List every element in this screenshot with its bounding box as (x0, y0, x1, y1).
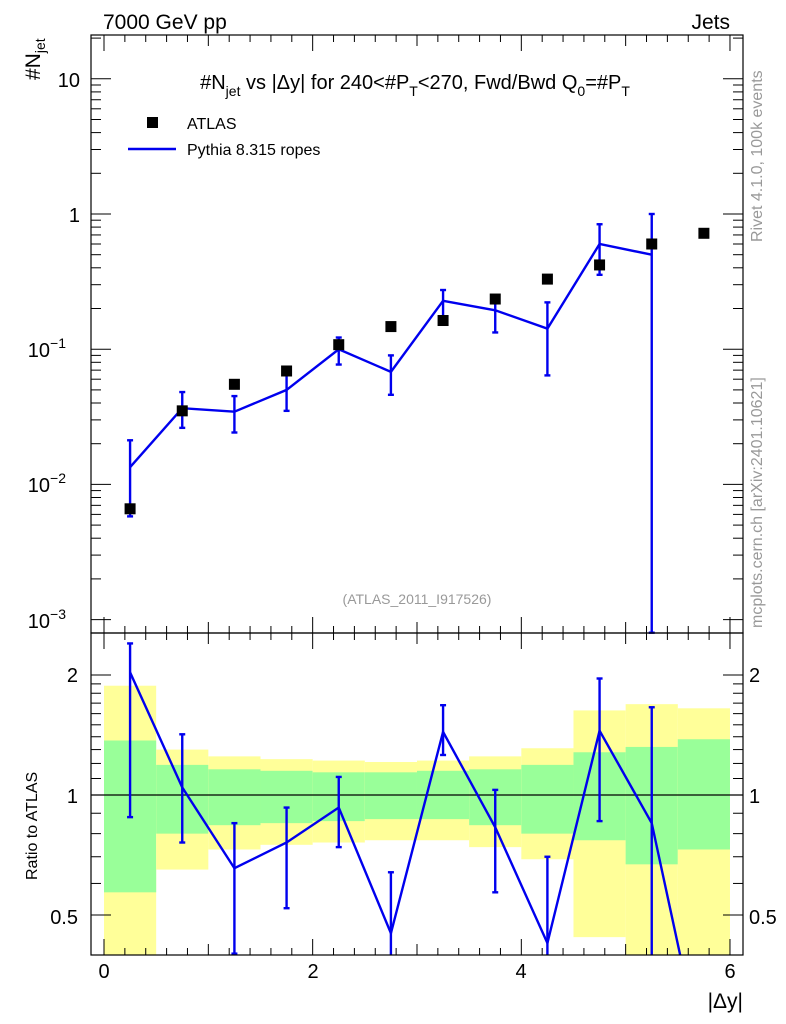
y-tick-label-10: 10 (58, 70, 80, 92)
atlas-data-point (646, 238, 658, 250)
rivet-label: Rivet 4.1.0, 100k events (749, 70, 766, 242)
ratio-y-tick-2-right: 2 (749, 665, 760, 687)
ratio-marks (127, 642, 682, 956)
ratio-y-tick-1-left: 1 (67, 786, 78, 808)
main-marks (124, 212, 710, 634)
y-tick-label-0.1: 10−1 (28, 335, 66, 362)
atlas-data-point (489, 293, 501, 305)
ratio-band-inner (677, 739, 730, 850)
analysis-watermark: (ATLAS_2011_I917526) (343, 591, 492, 607)
ratio-y-tick-2-left: 2 (67, 665, 78, 687)
ratio-y-axis-label: Ratio to ATLAS (24, 772, 41, 880)
atlas-data-point (228, 378, 240, 390)
y-tick-label-0.01: 10−2 (28, 470, 66, 497)
ratio-y-tick-0.5-right: 0.5 (749, 907, 777, 929)
atlas-data-point (385, 321, 397, 333)
x-axis-label: |Δy| (708, 990, 743, 1013)
ratio-band-inner (208, 769, 261, 826)
x-tick-label-4: 4 (515, 961, 526, 983)
y-tick-label-0.001: 10−3 (28, 606, 66, 633)
ratio-y-tick-1-right: 1 (749, 786, 760, 808)
ratio-panel: Ratio to ATLAS 2 1 0.5 2 1 0.5 0 2 4 6 |… (24, 632, 777, 1013)
ratio-band-inner (521, 764, 574, 834)
atlas-data-point (541, 273, 553, 285)
ratio-band-inner (364, 772, 417, 820)
ratio-bands (104, 685, 730, 955)
mcplots-label: mcplots.cern.ch [arXiv:2401.10621] (749, 377, 766, 628)
ratio-axes (91, 633, 743, 955)
process-label: Jets (691, 11, 730, 34)
legend-mc-label: Pythia 8.315 ropes (187, 142, 320, 159)
atlas-data-point (124, 503, 136, 515)
y-tick-label-1: 1 (69, 205, 80, 227)
ratio-y-tick-0.5-left: 0.5 (50, 907, 78, 929)
x-tick-label-6: 6 (724, 961, 735, 983)
legend: ATLAS Pythia 8.315 ropes (128, 116, 320, 159)
atlas-data-point (176, 405, 188, 417)
chart-title: #Njet vs |Δy| for 240<#PT<270, Fwd/Bwd Q… (200, 72, 630, 99)
atlas-data-point (594, 259, 606, 271)
main-panel: #Njet vs |Δy| for 240<#PT<270, Fwd/Bwd Q… (22, 34, 744, 634)
main-axes (91, 35, 743, 633)
atlas-data-point (698, 227, 710, 239)
x-tick-label-2: 2 (307, 961, 318, 983)
ratio-line (128, 671, 682, 956)
atlas-data-point (281, 365, 293, 377)
x-tick-label-0: 0 (98, 961, 109, 983)
legend-data-label: ATLAS (187, 116, 237, 133)
y-axis-label: #Njet (22, 38, 48, 80)
atlas-data-point (437, 315, 449, 327)
energy-label: 7000 GeV pp (103, 11, 227, 34)
legend-data-marker (147, 117, 158, 128)
atlas-data-point (333, 339, 345, 351)
